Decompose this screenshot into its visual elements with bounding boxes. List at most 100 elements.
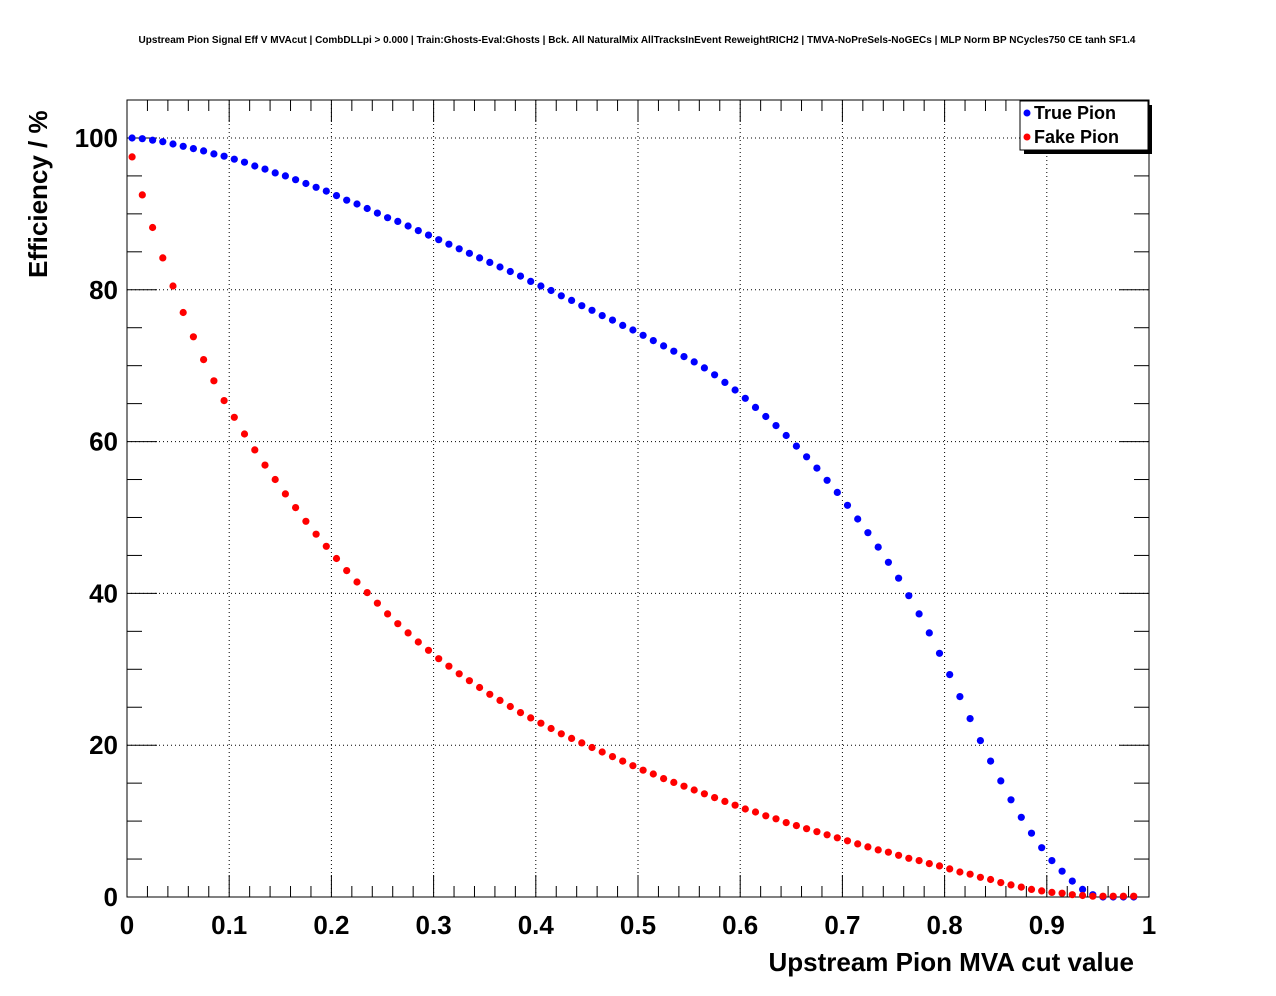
fake-pion-point [935, 862, 944, 870]
fake-pion-point [700, 790, 709, 798]
fake-pion-point [598, 748, 606, 756]
fake-pion-point [895, 851, 903, 859]
true-pion-point [935, 649, 944, 657]
fake-pion-point [813, 828, 821, 836]
fake-pion-point [639, 766, 647, 774]
true-pion-point [721, 378, 729, 386]
x-tick-label: 0.2 [313, 910, 349, 940]
true-pion-point [772, 422, 780, 430]
true-pion-point [292, 176, 300, 184]
fake-pion-point [138, 191, 146, 199]
true-pion-point [476, 254, 484, 262]
fake-pion-point [353, 578, 361, 586]
true-pion-point [762, 412, 770, 421]
true-pion-point [598, 312, 606, 320]
true-pion-point [353, 200, 361, 208]
legend-label-true-pion: True Pion [1034, 103, 1116, 123]
true-pion-point [966, 715, 974, 723]
true-pion-point [751, 403, 760, 411]
fake-pion-point [629, 762, 637, 770]
fake-pion-point [864, 843, 872, 851]
fake-pion-point [537, 719, 545, 727]
true-pion-point [956, 693, 964, 701]
fake-pion-point [987, 875, 995, 884]
true-pion-point [680, 353, 688, 361]
y-axis-tick-labels: 0 20 40 60 80 100 [75, 123, 118, 912]
fake-pion-point [1048, 888, 1056, 897]
fake-pion-point [690, 786, 698, 794]
true-pion-point [302, 179, 310, 188]
true-pion-point [343, 196, 351, 204]
fake-pion-point [343, 567, 351, 575]
fake-pion-point [159, 254, 167, 262]
true-pion-point [1038, 844, 1046, 852]
legend-marker-fake-pion [1023, 133, 1031, 141]
true-pion-point [741, 394, 749, 402]
true-pion-point [700, 364, 709, 372]
true-pion-point [271, 169, 279, 177]
true-pion-point [527, 277, 535, 285]
legend-box [1019, 100, 1149, 151]
true-pion-point [843, 501, 852, 509]
y-tick-label: 0 [104, 882, 118, 912]
fake-pion-point [843, 837, 852, 845]
fake-pion-point [619, 757, 627, 765]
fake-pion-point [1058, 889, 1066, 897]
true-pion-point [987, 757, 995, 765]
fake-pion-point [435, 655, 443, 663]
fake-pion-point [414, 638, 422, 646]
fake-pion-point [1068, 891, 1076, 899]
fake-pion-point [506, 702, 514, 711]
true-pion-point [179, 142, 187, 150]
true-pion-point [240, 158, 249, 166]
plot-area-border [126, 99, 1150, 898]
fake-pion-point [833, 834, 841, 842]
fake-pion-point [1109, 892, 1117, 900]
fake-pion-point [925, 860, 933, 868]
fake-pion-point [721, 797, 729, 806]
true-pion-point [516, 272, 525, 280]
fake-pion-point [711, 794, 719, 802]
fake-pion-point [455, 670, 463, 678]
fake-pion-point [332, 554, 341, 563]
true-pion-point [629, 326, 637, 334]
fake-pion-point [1038, 887, 1046, 895]
true-pion-point [230, 155, 238, 163]
y-tick-label: 80 [89, 275, 118, 305]
fake-pion-point [792, 822, 801, 830]
true-pion-point [874, 543, 882, 551]
legend: True Pion Fake Pion [1019, 100, 1152, 154]
fake-pion-point [1007, 881, 1015, 889]
fake-pion-point [424, 646, 433, 654]
true-pion-point [404, 222, 412, 230]
fake-pion-point [670, 778, 678, 787]
fake-pion-point [251, 446, 259, 454]
legend-marker-true-pion [1023, 109, 1031, 117]
true-pion-point [486, 258, 494, 266]
fake-pion-point [404, 629, 412, 637]
series-fake-pion [128, 153, 1138, 900]
x-tick-label: 0 [120, 910, 134, 940]
true-pion-point [946, 671, 954, 679]
true-pion-point [261, 165, 269, 173]
fake-pion-point [568, 734, 576, 743]
true-pion-point [1027, 829, 1036, 837]
fake-pion-point [946, 865, 954, 873]
fake-pion-point [292, 504, 300, 512]
true-pion-point [384, 214, 392, 222]
fake-pion-point [302, 517, 310, 525]
fake-pion-point [1099, 892, 1107, 900]
x-tick-label: 0.7 [824, 910, 860, 940]
true-pion-point [731, 386, 739, 394]
true-pion-point [373, 209, 381, 217]
true-pion-point [649, 337, 657, 345]
fake-pion-point [782, 819, 790, 827]
fake-pion-point [476, 683, 484, 692]
true-pion-point [568, 296, 576, 304]
true-pion-point [455, 245, 463, 253]
plot-frame [126, 99, 1150, 898]
true-pion-point [414, 227, 422, 235]
fake-pion-point [1079, 891, 1087, 900]
chart-title: Upstream Pion Signal Eff V MVAcut | Comb… [139, 35, 1136, 46]
true-pion-point [813, 464, 821, 472]
